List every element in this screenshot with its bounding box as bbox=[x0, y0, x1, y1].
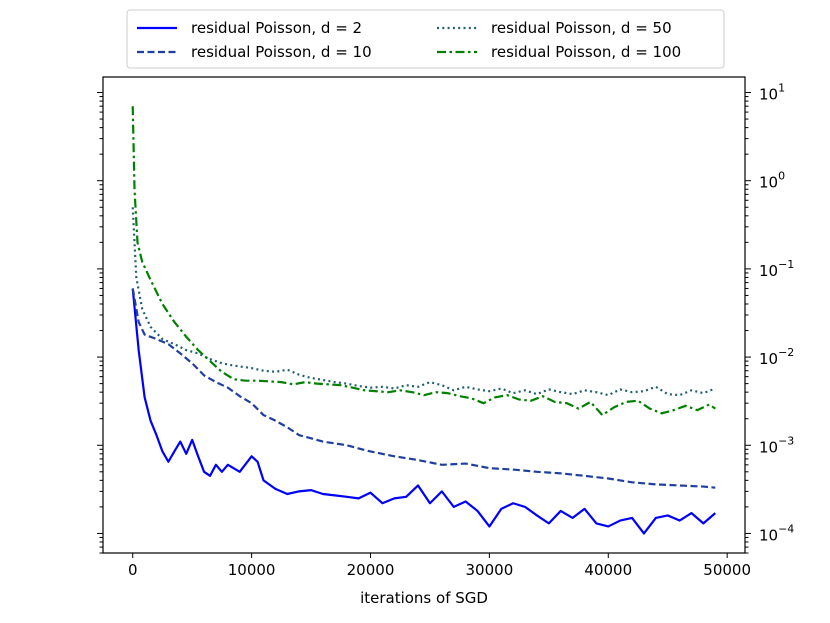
series-line-1 bbox=[131, 288, 716, 535]
y-tick-label: 100 bbox=[759, 170, 785, 192]
legend-label-2: residual Poisson, d = 10 bbox=[191, 43, 372, 61]
y-tick-label: 101 bbox=[759, 82, 785, 104]
x-tick-label: 20000 bbox=[347, 561, 395, 579]
y-tick-label: 10−3 bbox=[759, 434, 794, 456]
series-layer bbox=[131, 106, 716, 535]
legend: residual Poisson, d = 2 residual Poisson,… bbox=[126, 9, 725, 69]
series-line-2 bbox=[131, 288, 716, 489]
x-tick-label: 10000 bbox=[228, 561, 276, 579]
series-line-4 bbox=[131, 106, 716, 417]
legend-label-3: residual Poisson, d = 50 bbox=[491, 19, 672, 37]
x-axis: 0 10000 20000 30000 40000 50000 bbox=[128, 553, 751, 579]
x-tick-label: 0 bbox=[128, 561, 138, 579]
x-tick-label: 30000 bbox=[466, 561, 514, 579]
y-tick-label: 10−2 bbox=[759, 346, 794, 368]
y-axis: 101 100 10−1 10−2 10−3 10−4 bbox=[97, 82, 794, 554]
legend-label-4: residual Poisson, d = 100 bbox=[491, 43, 681, 61]
legend-label-1: residual Poisson, d = 2 bbox=[191, 19, 362, 37]
x-axis-label: iterations of SGD bbox=[360, 589, 488, 607]
x-tick-label: 40000 bbox=[584, 561, 632, 579]
y-tick-label: 10−1 bbox=[759, 258, 794, 280]
legend-box bbox=[126, 9, 725, 69]
plot-frame bbox=[102, 76, 746, 554]
series-line-3 bbox=[131, 207, 716, 397]
x-tick-label: 50000 bbox=[703, 561, 751, 579]
y-tick-label: 10−4 bbox=[759, 522, 794, 544]
